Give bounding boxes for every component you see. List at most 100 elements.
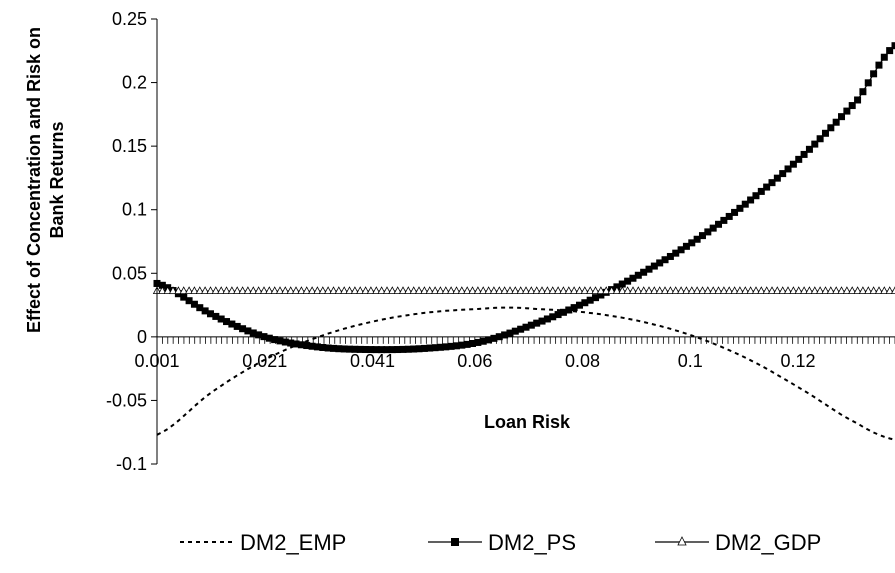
data-point-square: [415, 345, 423, 353]
data-point-triangle: [741, 286, 750, 294]
data-point-triangle: [361, 286, 370, 294]
data-point-square: [297, 341, 305, 349]
data-point-square: [276, 337, 284, 345]
x-tick-label: 0.06: [457, 351, 492, 371]
data-point-square: [447, 342, 455, 350]
data-point-triangle: [233, 286, 242, 294]
data-point-square: [629, 274, 637, 282]
data-point-triangle: [676, 286, 686, 294]
data-point-triangle: [644, 286, 654, 294]
data-point-triangle: [783, 286, 793, 294]
data-point-triangle: [168, 286, 178, 294]
data-point-triangle: [227, 286, 237, 294]
data-point-square: [442, 343, 450, 351]
data-point-triangle: [842, 286, 852, 294]
data-point-triangle: [880, 286, 889, 294]
data-point-triangle: [596, 286, 606, 294]
data-point-triangle: [650, 286, 659, 294]
data-point-triangle: [703, 286, 712, 294]
data-point-triangle: [735, 286, 745, 294]
data-point-square: [784, 165, 792, 173]
data-point-square: [223, 318, 231, 326]
data-point-square: [688, 239, 696, 247]
data-point-square: [239, 325, 247, 333]
data-point-triangle: [249, 286, 258, 294]
x-tick-label: 0.001: [134, 351, 179, 371]
data-point-triangle: [869, 286, 878, 294]
data-point-triangle: [853, 286, 862, 294]
y-tick-label: 0.1: [122, 200, 147, 220]
series-layer: [152, 42, 895, 441]
data-point-triangle: [864, 286, 873, 294]
data-point-triangle: [457, 286, 466, 294]
data-point-square: [244, 327, 252, 335]
data-point-triangle: [382, 286, 392, 294]
data-point-square: [479, 337, 487, 345]
data-point-square: [854, 96, 862, 104]
data-point-square: [747, 196, 755, 204]
data-point-square: [757, 187, 765, 195]
y-tick-label: 0.05: [112, 263, 147, 283]
data-point-square: [773, 174, 781, 182]
data-point-triangle: [623, 286, 632, 294]
data-point-square: [511, 327, 519, 335]
y-tick-label: -0.05: [106, 390, 147, 410]
data-point-triangle: [548, 286, 557, 294]
data-point-square: [383, 346, 391, 354]
data-point-square: [458, 341, 466, 349]
legend-item: DM2_PS: [428, 530, 576, 555]
data-point-triangle: [858, 286, 868, 294]
legend-marker-triangle: [677, 536, 687, 546]
data-point-square: [698, 232, 706, 240]
legend-label: DM2_EMP: [240, 530, 346, 555]
data-point-triangle: [532, 286, 541, 294]
y-ticks: -0.1 -0.05 0 0.05 0.1 0.15 0.2 0.25: [106, 9, 157, 474]
data-point-square: [720, 216, 728, 224]
data-point-triangle: [211, 286, 220, 294]
data-point-triangle: [591, 286, 600, 294]
data-point-triangle: [484, 286, 493, 294]
data-point-triangle: [890, 286, 895, 294]
x-axis-title: Loan Risk: [484, 412, 571, 432]
data-point-square: [677, 246, 685, 254]
data-point-triangle: [767, 286, 777, 294]
data-point-square: [768, 179, 776, 187]
data-point-square: [779, 170, 787, 178]
data-point-triangle: [848, 286, 857, 294]
data-point-triangle: [821, 286, 830, 294]
data-point-triangle: [618, 286, 627, 294]
data-point-square: [843, 107, 851, 115]
data-point-square: [362, 345, 370, 353]
data-point-square: [586, 296, 594, 304]
data-point-triangle: [174, 286, 183, 294]
legend-label: DM2_GDP: [715, 530, 821, 555]
data-point-square: [265, 334, 273, 342]
data-point-triangle: [259, 286, 269, 294]
x-minor-ticks: [156, 336, 895, 344]
data-point-triangle: [746, 286, 755, 294]
data-point-triangle: [730, 286, 739, 294]
data-point-triangle: [281, 286, 290, 294]
data-point-triangle: [195, 286, 204, 294]
data-point-triangle: [388, 286, 397, 294]
series-line: [156, 45, 895, 351]
data-point-triangle: [639, 286, 648, 294]
data-point-triangle: [323, 286, 333, 294]
data-point-triangle: [222, 286, 231, 294]
data-point-square: [624, 277, 632, 285]
data-point-square: [228, 320, 236, 328]
data-point-square: [709, 224, 717, 232]
data-point-square: [864, 79, 872, 87]
data-point-triangle: [217, 286, 226, 294]
data-point-square: [399, 345, 407, 353]
data-point-square: [559, 308, 567, 316]
data-point-square: [201, 307, 209, 315]
data-point-triangle: [521, 286, 531, 294]
data-point-triangle: [238, 286, 247, 294]
data-point-triangle: [634, 286, 643, 294]
data-point-triangle: [452, 286, 461, 294]
data-point-square: [575, 301, 583, 309]
data-point-triangle: [719, 286, 729, 294]
x-tick-label: 0.041: [350, 351, 395, 371]
data-point-square: [469, 339, 477, 347]
